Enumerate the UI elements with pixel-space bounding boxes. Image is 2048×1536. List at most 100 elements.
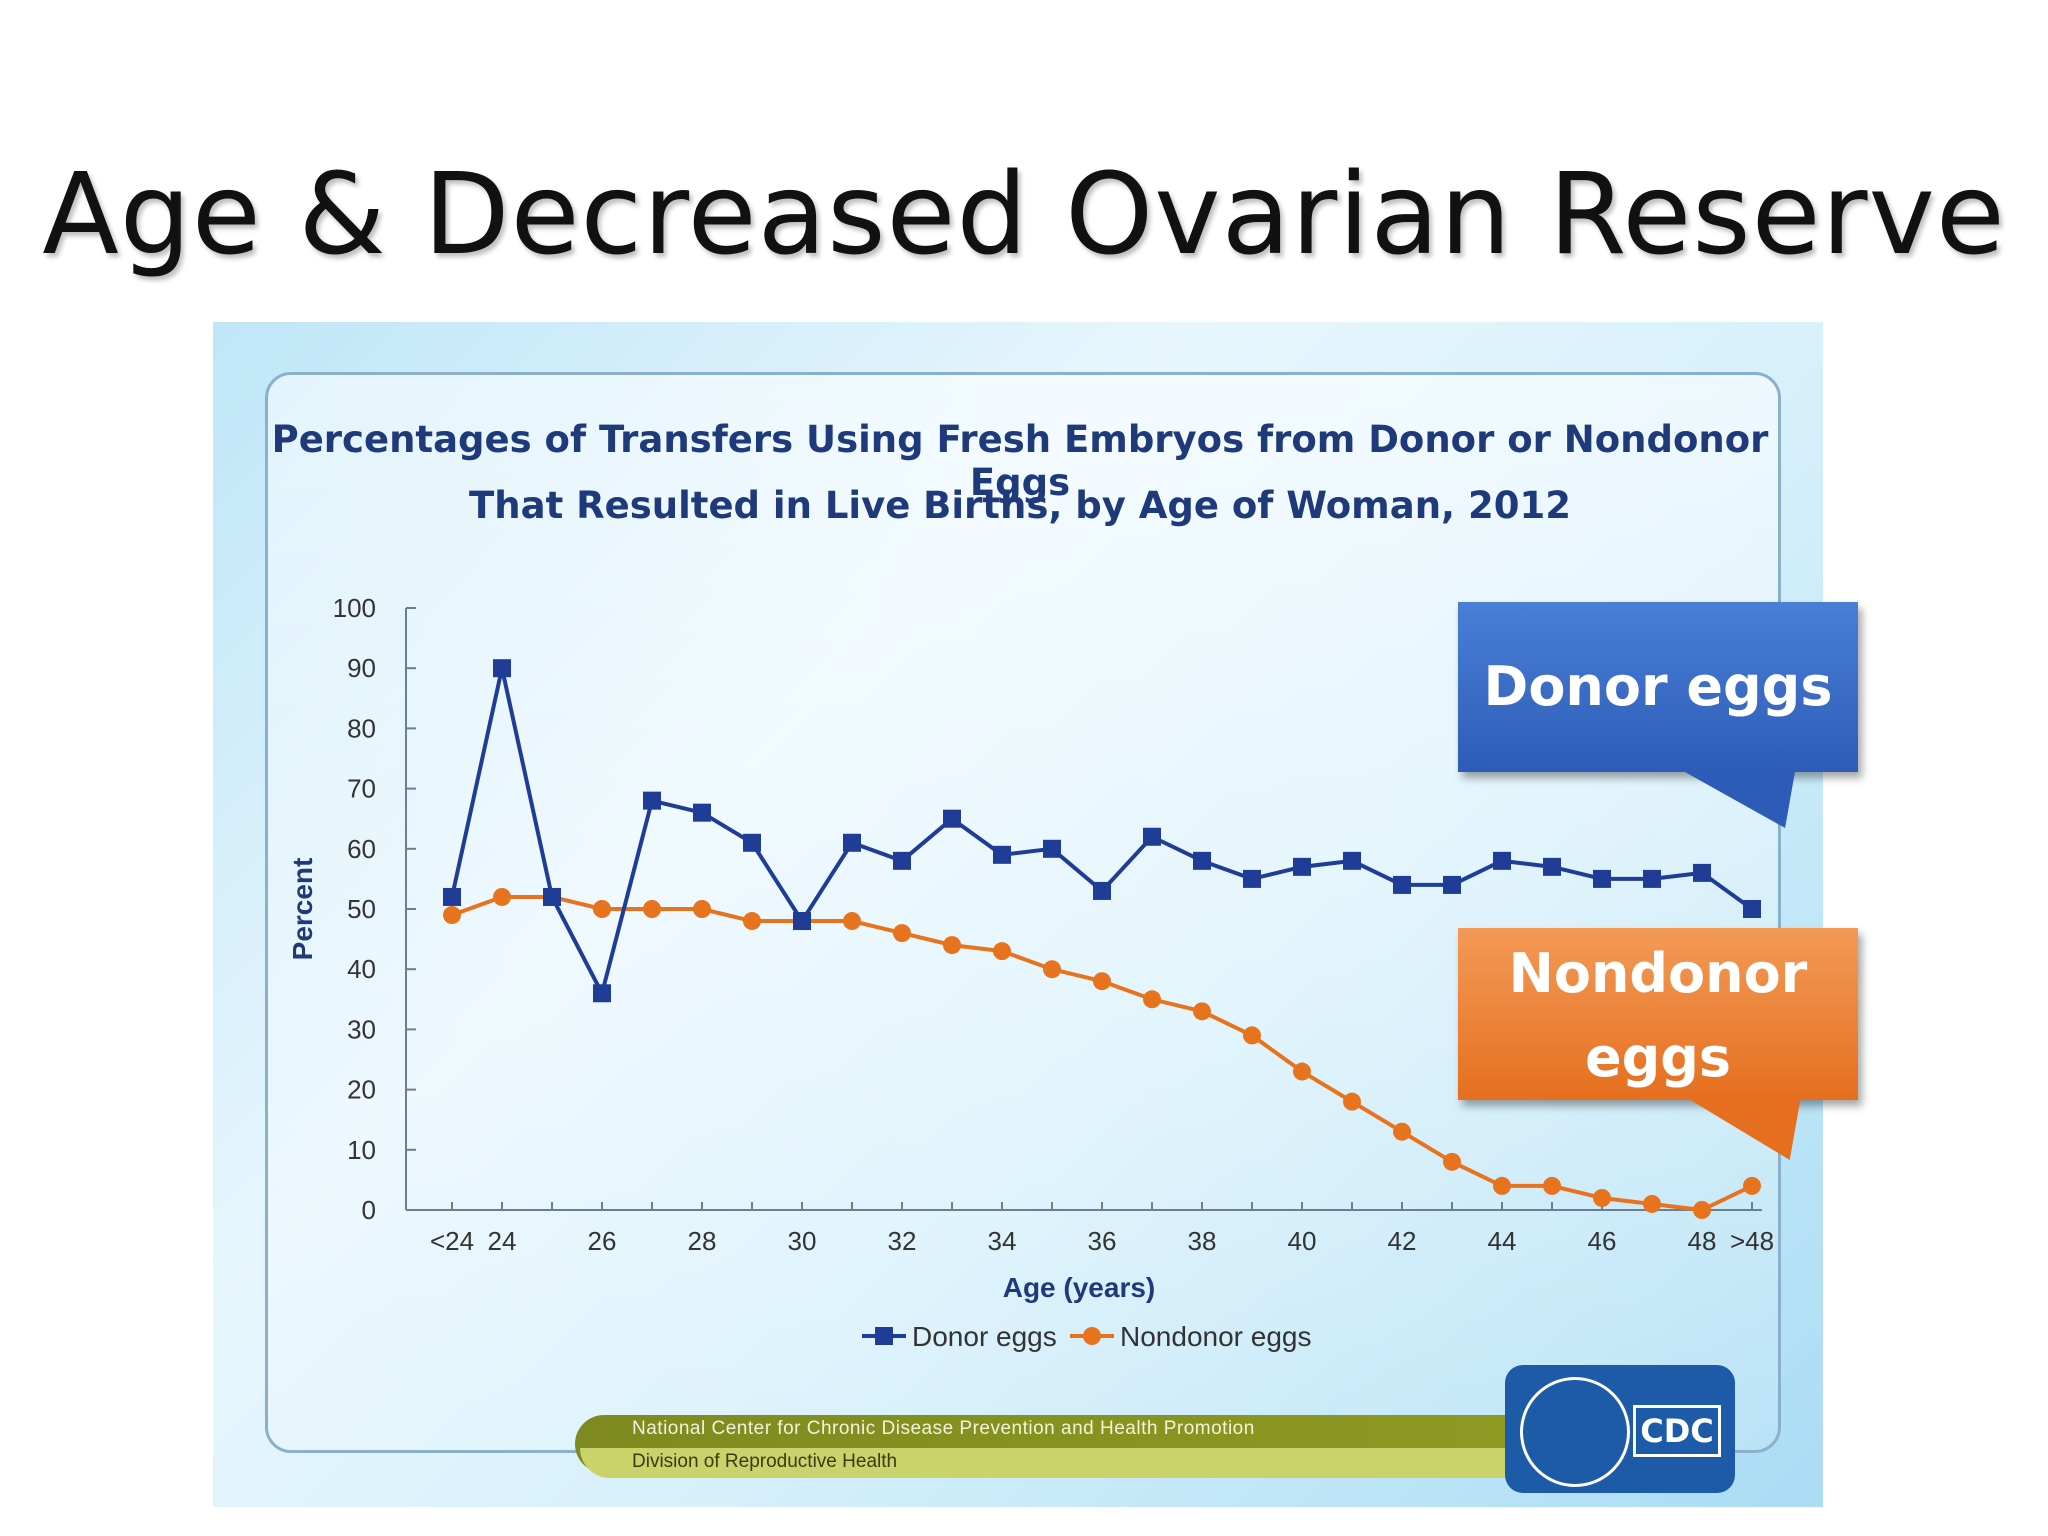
nondonor-data-point [443, 906, 461, 925]
donor-data-point [1193, 851, 1211, 870]
nondonor-data-point [593, 900, 611, 918]
nondonor-data-point [643, 900, 661, 918]
y-tick-label: 10 [347, 1135, 376, 1165]
donor-data-point [693, 803, 711, 822]
nondonor-data-point [1493, 1176, 1511, 1195]
nondonor-data-point [1043, 960, 1061, 979]
y-tick-label: 70 [347, 774, 376, 804]
donor-data-point [1393, 875, 1411, 894]
donor-data-point [1043, 839, 1061, 858]
legend-nondonor-marker [1083, 1327, 1101, 1345]
nondonor-data-point [1643, 1194, 1661, 1213]
nondonor-data-point [1443, 1152, 1461, 1171]
donor-data-point [1643, 869, 1661, 888]
x-tick-label: <24 [430, 1226, 474, 1256]
donor-callout-pointer [1675, 772, 1795, 828]
donor-data-point [793, 912, 811, 931]
legend-donor-label: Donor eggs [912, 1321, 1057, 1352]
donor-data-point [1343, 851, 1361, 870]
hhs-seal-icon [1520, 1377, 1630, 1487]
donor-data-point [893, 851, 911, 870]
nondonor-data-point [493, 887, 511, 906]
x-tick-label: 42 [1388, 1226, 1417, 1256]
nondonor-eggs-callout: Nondonor eggs [1458, 928, 1858, 1100]
nondonor-data-point [1093, 972, 1111, 991]
nondonor-data-point [993, 942, 1011, 961]
x-tick-label: 24 [488, 1226, 517, 1256]
x-tick-label: 36 [1088, 1226, 1117, 1256]
y-tick-label: 80 [347, 713, 376, 743]
nondonor-data-point [1143, 990, 1161, 1009]
x-tick-label: 32 [888, 1226, 917, 1256]
nondonor-callout-line2: eggs [1584, 1026, 1732, 1089]
donor-data-point [993, 845, 1011, 864]
x-tick-label: 34 [988, 1226, 1017, 1256]
donor-data-point [1243, 869, 1261, 888]
footer-banner-lower [580, 1448, 1535, 1478]
nondonor-data-point [1243, 1026, 1261, 1045]
donor-data-point [843, 833, 861, 852]
donor-data-point [1693, 863, 1711, 882]
nondonor-data-point [1593, 1188, 1611, 1207]
x-tick-label: 48 [1688, 1226, 1717, 1256]
nondonor-callout-line1: Nondonor [1508, 942, 1808, 1005]
nondonor-data-point [1193, 1002, 1211, 1021]
nondonor-data-point [1293, 1062, 1311, 1081]
donor-data-point [543, 887, 561, 906]
y-tick-label: 60 [347, 834, 376, 864]
donor-data-point [943, 809, 961, 828]
donor-data-point [1443, 875, 1461, 894]
y-tick-label: 20 [347, 1075, 376, 1105]
x-tick-label: 28 [688, 1226, 717, 1256]
nondonor-data-point [1693, 1201, 1711, 1219]
y-tick-label: 100 [333, 593, 376, 623]
nondonor-data-point [1393, 1122, 1411, 1141]
slide-title: Age & Decreased Ovarian Reserve [42, 150, 2006, 280]
cdc-logo-text: CDC [1633, 1405, 1721, 1457]
nondonor-data-point [843, 912, 861, 931]
donor-data-point [1293, 857, 1311, 876]
nondonor-data-point [1343, 1092, 1361, 1111]
legend-donor-marker [875, 1327, 893, 1345]
x-tick-label: 44 [1488, 1226, 1517, 1256]
donor-data-point [1093, 881, 1111, 900]
donor-data-point [1743, 900, 1761, 918]
x-tick-label: 26 [588, 1226, 617, 1256]
y-tick-label: 50 [347, 894, 376, 924]
donor-data-point [593, 984, 611, 1003]
footer-division-name: Division of Reproductive Health [632, 1451, 898, 1472]
donor-data-point [643, 791, 661, 810]
nondonor-data-point [743, 912, 761, 931]
nondonor-data-point [943, 936, 961, 955]
x-tick-label: 40 [1288, 1226, 1317, 1256]
nondonor-data-point [693, 900, 711, 918]
y-tick-label: 40 [347, 954, 376, 984]
donor-data-point [443, 887, 461, 906]
x-tick-label: >48 [1730, 1226, 1774, 1256]
y-tick-label: 30 [347, 1014, 376, 1044]
nondonor-data-point [1743, 1176, 1761, 1195]
chart-subtitle: That Resulted in Live Births, by Age of … [469, 484, 1571, 527]
x-tick-label: 46 [1588, 1226, 1617, 1256]
nondonor-callout-pointer [1679, 1100, 1801, 1160]
x-tick-label: 30 [788, 1226, 817, 1256]
y-tick-label: 90 [347, 653, 376, 683]
y-tick-label: 0 [362, 1195, 376, 1225]
donor-data-point [743, 833, 761, 852]
x-axis-label: Age (years) [1003, 1272, 1156, 1303]
chart-title: Percentages of Transfers Using Fresh Emb… [271, 418, 1769, 504]
x-tick-label: 38 [1188, 1226, 1217, 1256]
donor-data-point [1143, 827, 1161, 846]
footer-center-name: National Center for Chronic Disease Prev… [632, 1418, 1255, 1439]
donor-eggs-callout: Donor eggs [1458, 602, 1858, 772]
donor-data-point [493, 659, 511, 678]
donor-data-point [1593, 869, 1611, 888]
donor-data-point [1493, 851, 1511, 870]
legend-nondonor-label: Nondonor eggs [1120, 1321, 1311, 1352]
nondonor-data-point [1543, 1176, 1561, 1195]
chart-panel [265, 372, 1781, 1453]
donor-data-point [1543, 857, 1561, 876]
y-axis-label: Percent [287, 858, 318, 961]
nondonor-data-point [893, 924, 911, 943]
